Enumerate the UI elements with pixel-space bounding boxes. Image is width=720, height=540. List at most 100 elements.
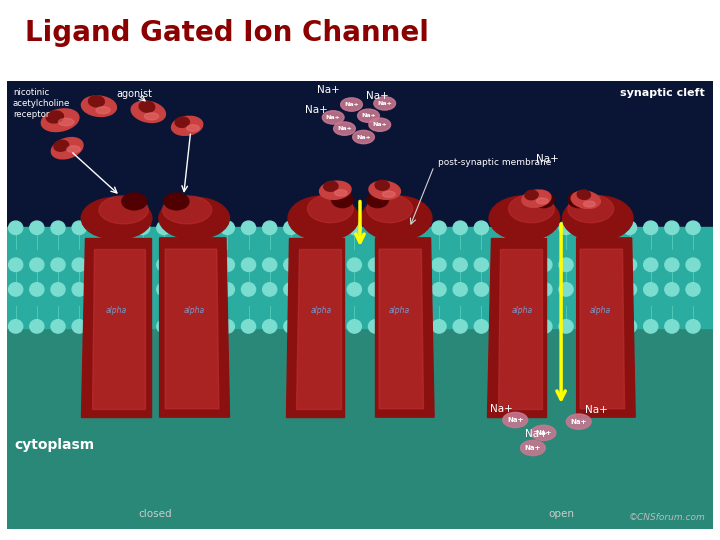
Ellipse shape xyxy=(178,320,192,333)
Text: alpha: alpha xyxy=(310,306,332,315)
Ellipse shape xyxy=(369,320,382,333)
Ellipse shape xyxy=(46,111,63,123)
Polygon shape xyxy=(379,249,423,409)
Ellipse shape xyxy=(305,221,319,234)
Text: alpha: alpha xyxy=(590,306,611,315)
Polygon shape xyxy=(297,249,341,409)
Ellipse shape xyxy=(94,258,107,272)
Ellipse shape xyxy=(601,283,616,296)
Text: synaptic cleft: synaptic cleft xyxy=(620,87,704,98)
Text: Na+: Na+ xyxy=(570,418,587,424)
Ellipse shape xyxy=(559,283,573,296)
Text: Na+: Na+ xyxy=(356,134,371,139)
Ellipse shape xyxy=(347,221,361,234)
Text: Na+: Na+ xyxy=(585,404,608,415)
Ellipse shape xyxy=(324,181,338,191)
Ellipse shape xyxy=(369,258,382,272)
Ellipse shape xyxy=(114,283,129,296)
Ellipse shape xyxy=(538,258,552,272)
Ellipse shape xyxy=(369,283,382,296)
Ellipse shape xyxy=(284,221,298,234)
Ellipse shape xyxy=(323,111,344,124)
Ellipse shape xyxy=(453,258,467,272)
Text: closed: closed xyxy=(138,509,172,519)
Ellipse shape xyxy=(320,181,351,199)
Ellipse shape xyxy=(522,190,551,207)
Ellipse shape xyxy=(390,283,404,296)
Ellipse shape xyxy=(517,283,531,296)
Polygon shape xyxy=(577,238,635,417)
Ellipse shape xyxy=(164,193,189,210)
Ellipse shape xyxy=(9,320,23,333)
Text: Na+: Na+ xyxy=(361,113,376,118)
Ellipse shape xyxy=(72,221,86,234)
Ellipse shape xyxy=(495,283,510,296)
Ellipse shape xyxy=(135,283,150,296)
Ellipse shape xyxy=(305,283,319,296)
Ellipse shape xyxy=(538,320,552,333)
Ellipse shape xyxy=(562,196,633,241)
Ellipse shape xyxy=(41,109,79,132)
Text: Na+: Na+ xyxy=(344,102,359,107)
Ellipse shape xyxy=(135,221,150,234)
Ellipse shape xyxy=(114,258,129,272)
Ellipse shape xyxy=(9,221,23,234)
Ellipse shape xyxy=(159,197,230,239)
Polygon shape xyxy=(376,238,434,417)
Ellipse shape xyxy=(665,320,679,333)
Ellipse shape xyxy=(601,320,616,333)
Ellipse shape xyxy=(347,258,361,272)
Ellipse shape xyxy=(531,425,556,441)
Ellipse shape xyxy=(559,320,573,333)
Ellipse shape xyxy=(568,195,613,222)
Ellipse shape xyxy=(89,96,104,107)
Ellipse shape xyxy=(432,320,446,333)
Ellipse shape xyxy=(538,283,552,296)
Ellipse shape xyxy=(163,196,212,224)
Ellipse shape xyxy=(94,221,107,234)
Ellipse shape xyxy=(358,109,379,123)
Ellipse shape xyxy=(220,320,235,333)
Ellipse shape xyxy=(157,258,171,272)
Ellipse shape xyxy=(495,320,510,333)
Polygon shape xyxy=(580,249,624,409)
Ellipse shape xyxy=(241,283,256,296)
Ellipse shape xyxy=(644,320,658,333)
Ellipse shape xyxy=(623,283,636,296)
Text: Na+: Na+ xyxy=(366,91,389,101)
Ellipse shape xyxy=(361,196,432,241)
Ellipse shape xyxy=(390,320,404,333)
Ellipse shape xyxy=(517,320,531,333)
Ellipse shape xyxy=(135,258,150,272)
Ellipse shape xyxy=(51,283,65,296)
Ellipse shape xyxy=(30,320,44,333)
Ellipse shape xyxy=(432,258,446,272)
Bar xyxy=(7,327,713,529)
Polygon shape xyxy=(166,249,219,409)
Ellipse shape xyxy=(521,440,545,456)
Ellipse shape xyxy=(131,101,166,123)
Ellipse shape xyxy=(623,221,636,234)
Ellipse shape xyxy=(366,195,413,222)
Ellipse shape xyxy=(347,320,361,333)
Text: Na+: Na+ xyxy=(507,417,523,423)
Ellipse shape xyxy=(326,221,341,234)
Ellipse shape xyxy=(567,414,591,429)
Ellipse shape xyxy=(503,413,528,428)
Ellipse shape xyxy=(178,283,192,296)
Ellipse shape xyxy=(580,258,594,272)
Ellipse shape xyxy=(30,283,44,296)
Ellipse shape xyxy=(72,283,86,296)
Ellipse shape xyxy=(54,140,68,151)
Ellipse shape xyxy=(263,258,276,272)
Ellipse shape xyxy=(81,96,117,117)
Bar xyxy=(7,81,713,327)
Ellipse shape xyxy=(139,101,155,112)
Ellipse shape xyxy=(583,201,595,207)
Ellipse shape xyxy=(644,283,658,296)
Text: open: open xyxy=(548,509,574,519)
Text: Na+: Na+ xyxy=(377,101,392,106)
Ellipse shape xyxy=(114,320,129,333)
Polygon shape xyxy=(286,238,344,417)
Text: Na+: Na+ xyxy=(525,445,541,451)
